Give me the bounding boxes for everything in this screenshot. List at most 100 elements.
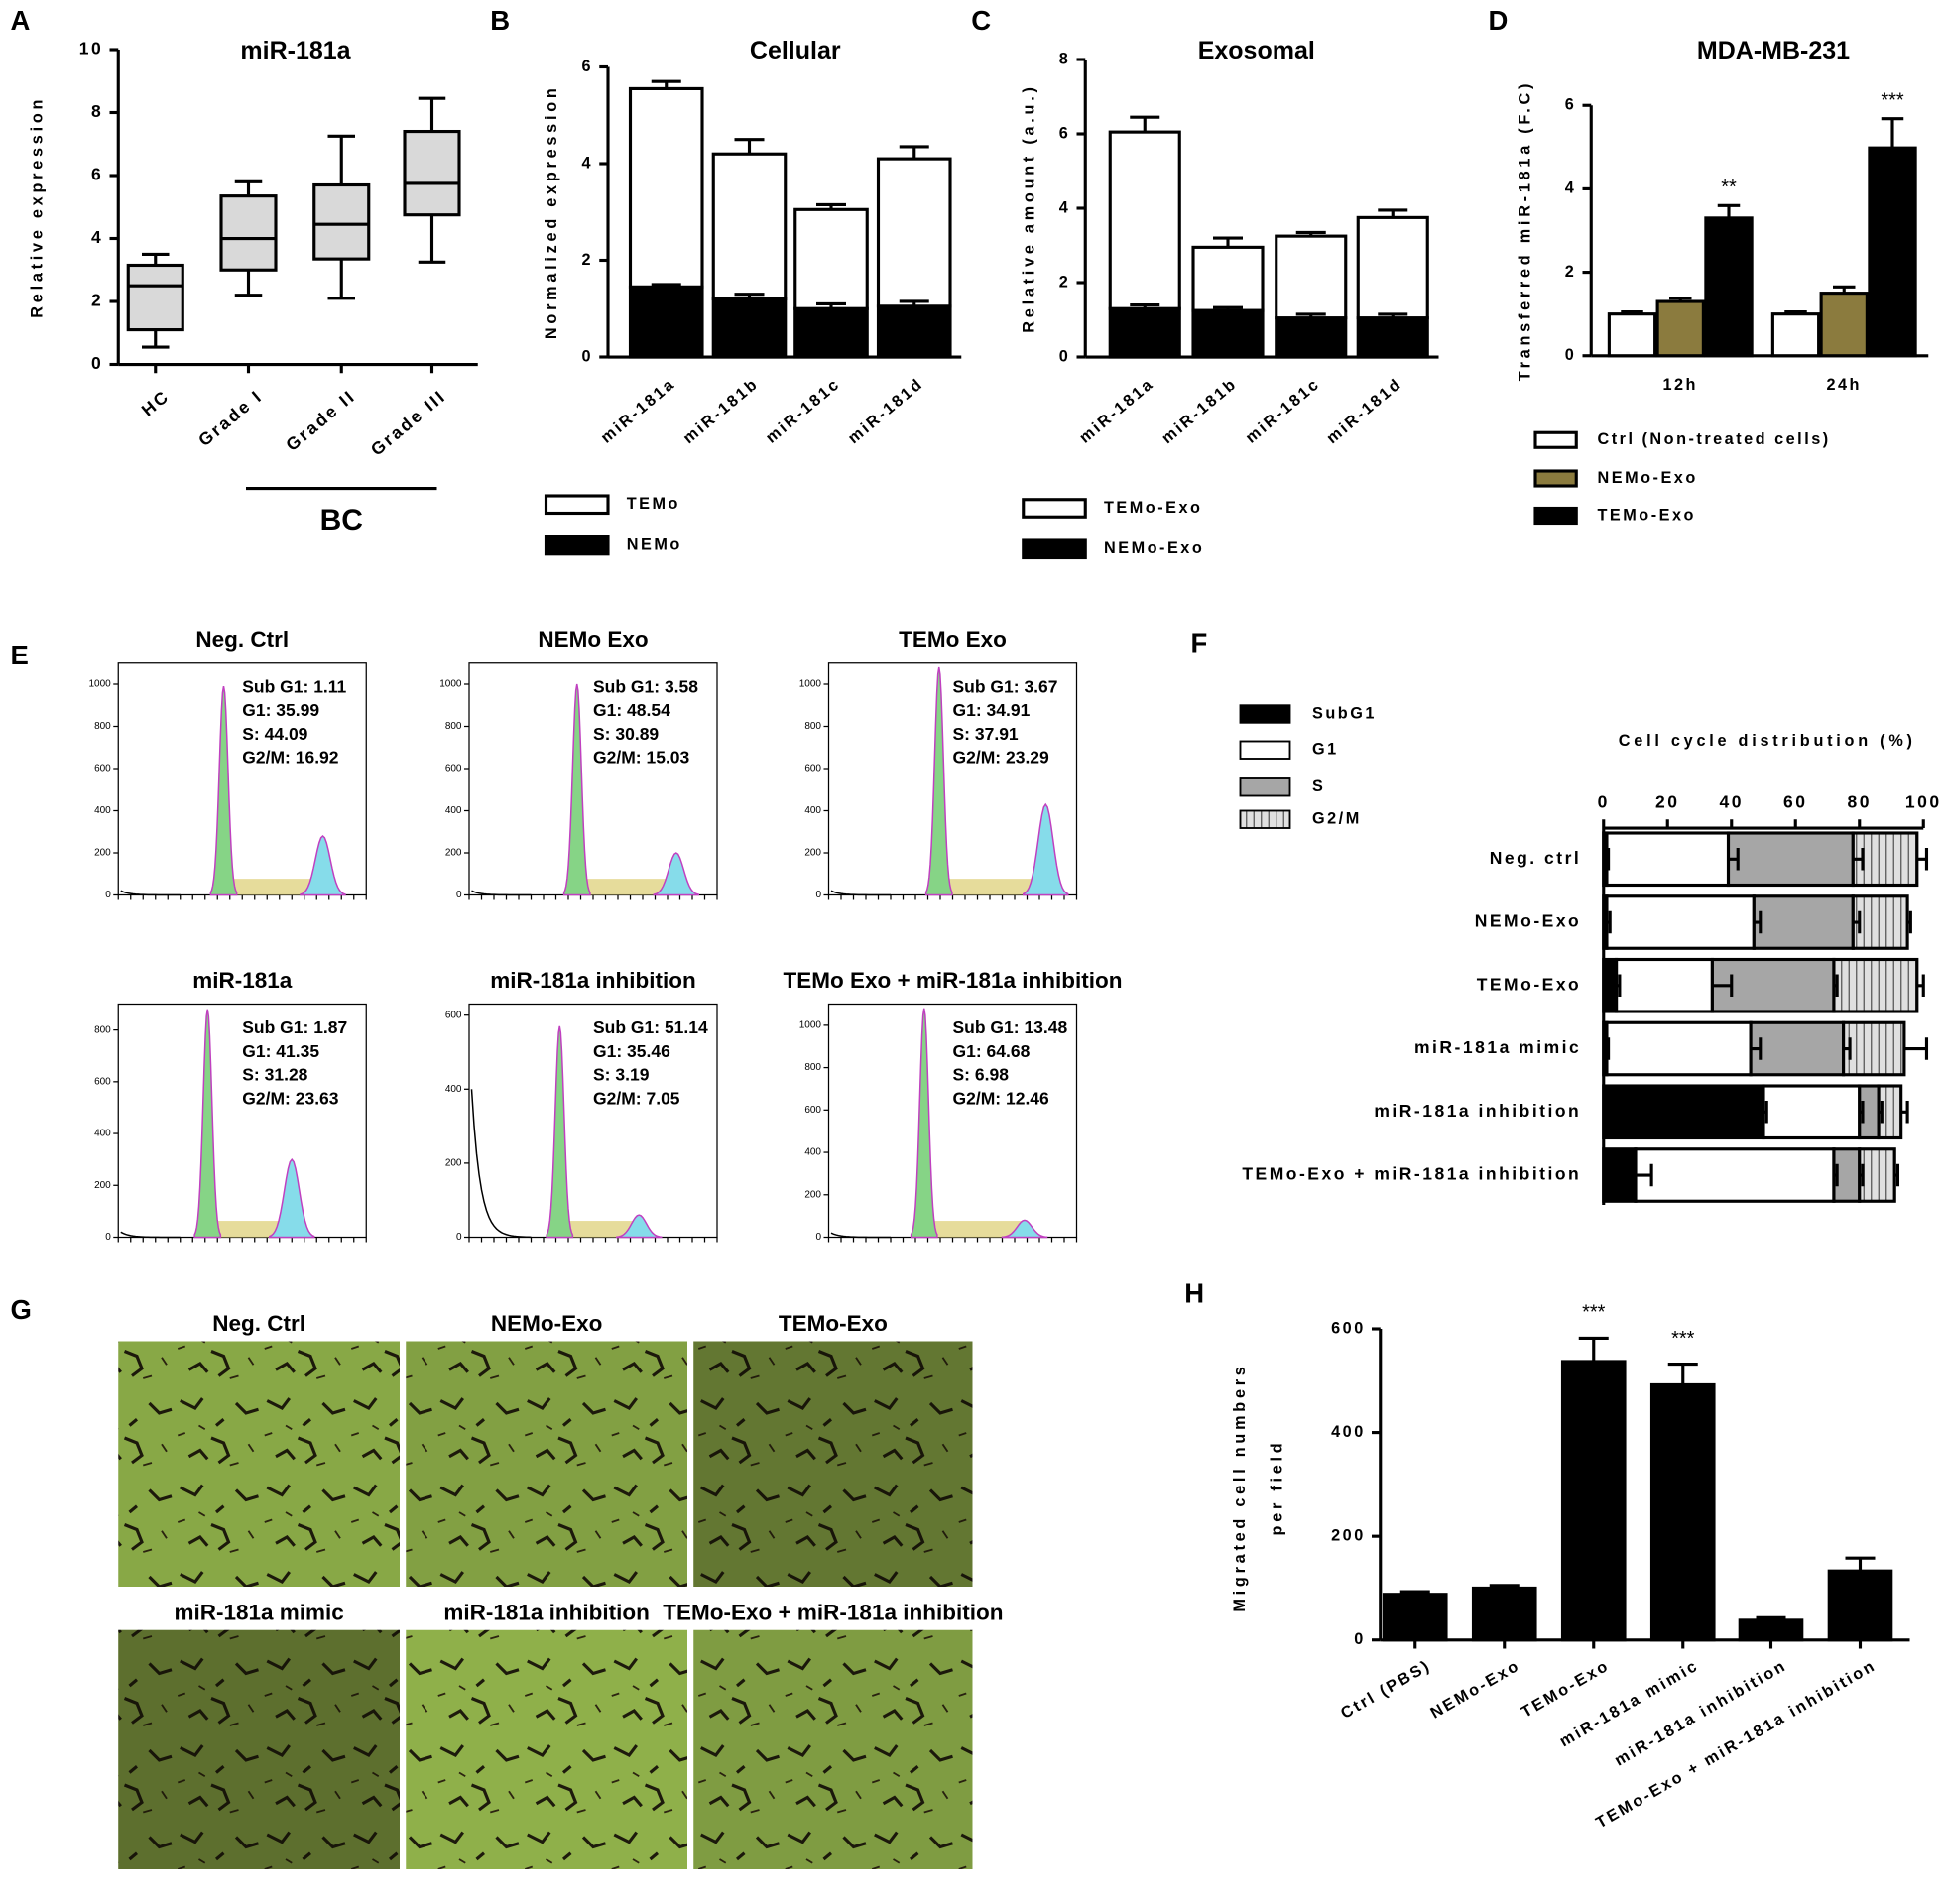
lower-whisker xyxy=(234,270,263,298)
bar-segment xyxy=(1752,894,1855,950)
bar-segment xyxy=(1615,957,1714,1013)
error-bar xyxy=(1378,312,1408,318)
y-tick-label: 10 xyxy=(79,39,103,59)
y-tick-label: 400 xyxy=(94,1129,111,1139)
s-phase-area xyxy=(223,879,323,895)
y-tick-label: 800 xyxy=(445,721,462,732)
bar-segment xyxy=(1108,306,1181,359)
g2m-peak xyxy=(1023,802,1069,896)
legend-swatch xyxy=(1022,498,1087,519)
panel-letter: C xyxy=(971,5,991,36)
stat-line: G2/M: 7.05 xyxy=(593,1088,680,1108)
y-tick-label: 800 xyxy=(94,1024,111,1035)
stat-line: G2/M: 15.03 xyxy=(593,748,690,768)
y-tick-label: 200 xyxy=(445,1158,462,1169)
y-axis-label: Relative expression xyxy=(28,96,46,318)
chart-title: Cellular xyxy=(750,37,841,64)
bar-segment xyxy=(1634,1147,1836,1203)
bar-segment xyxy=(1605,831,1731,888)
error-bar xyxy=(1833,974,1839,997)
legend-swatch xyxy=(1533,506,1578,526)
legend-swatch xyxy=(1022,538,1087,560)
bar-segment xyxy=(1602,957,1619,1013)
s-phase-area xyxy=(559,1221,640,1238)
stat-line: S: 3.19 xyxy=(593,1065,650,1085)
y-tick-label: 0 xyxy=(1059,347,1071,365)
chart-title: miR-181a xyxy=(240,37,351,64)
panel-letter: D xyxy=(1489,5,1509,36)
stat-line: G2/M: 23.63 xyxy=(242,1088,339,1108)
bar xyxy=(1607,312,1657,358)
stat-line: S: 37.91 xyxy=(953,724,1019,744)
bar-segment xyxy=(1356,215,1429,320)
legend-label: NEMo-Exo xyxy=(1598,469,1698,487)
s-phase-area xyxy=(576,879,676,895)
box xyxy=(126,263,184,332)
error-bar xyxy=(1213,236,1243,248)
error-bar xyxy=(1754,910,1763,934)
bar-segment xyxy=(1191,245,1265,312)
y-tick-label: 600 xyxy=(94,1076,111,1087)
error-bar xyxy=(1606,1037,1611,1060)
bar-segment xyxy=(876,157,952,308)
error-bar xyxy=(1616,974,1622,997)
error-bar xyxy=(816,202,846,210)
error-bar xyxy=(1784,310,1807,314)
error-bar xyxy=(1881,117,1904,149)
x-tick-label: 80 xyxy=(1848,792,1872,812)
error-bar xyxy=(1843,1037,1852,1060)
panel-title: Neg. Ctrl xyxy=(195,627,289,652)
y-tick-label: 800 xyxy=(804,721,821,732)
stat-line: G2/M: 12.46 xyxy=(953,1088,1050,1108)
y-tick-label: 6 xyxy=(91,165,103,184)
error-bar xyxy=(651,283,681,288)
upper-whisker xyxy=(327,134,355,185)
y-tick-label: 4 xyxy=(1059,198,1071,216)
bar-segment xyxy=(711,297,788,359)
lower-whisker xyxy=(327,259,355,300)
y-axis-label: Relative amount (a.u.) xyxy=(1020,83,1037,332)
legend-label: NEMo-Exo xyxy=(1104,539,1204,557)
legend-swatch xyxy=(1239,777,1291,797)
legend-swatch xyxy=(1239,809,1291,829)
y-tick-label: 6 xyxy=(581,58,593,75)
micrograph-shade xyxy=(118,1629,400,1869)
image-title: Neg. Ctrl xyxy=(212,1311,305,1336)
error-bar xyxy=(1879,1101,1884,1124)
micrograph xyxy=(693,1629,973,1869)
bar-segment xyxy=(628,86,704,289)
upper-whisker xyxy=(234,179,263,196)
error-bar xyxy=(1213,305,1243,311)
error-bar xyxy=(1894,1163,1900,1187)
x-tick-label: 40 xyxy=(1720,792,1744,812)
g2m-peak xyxy=(269,1157,315,1239)
y-tick-label: TEMo-Exo + miR-181a inhibition xyxy=(1242,1164,1581,1184)
stat-line: G1: 41.35 xyxy=(242,1041,319,1061)
error-bar xyxy=(734,138,765,155)
y-tick-label: 2 xyxy=(581,251,593,269)
stat-line: G1: 35.46 xyxy=(593,1041,670,1061)
error-bar xyxy=(1903,1037,1929,1060)
panel-letter: F xyxy=(1191,627,1208,657)
image-title: miR-181a inhibition xyxy=(443,1600,650,1624)
legend-swatch xyxy=(1533,430,1578,449)
legend-label: NEMo xyxy=(627,536,682,553)
error-bar xyxy=(1751,1037,1763,1060)
panel-title: miR-181a inhibition xyxy=(490,968,696,993)
stat-line: G1: 48.54 xyxy=(593,700,670,720)
chart-title: Exosomal xyxy=(1198,37,1315,64)
y-tick-label: miR-181a mimic xyxy=(1414,1037,1581,1057)
y-tick-label: 2 xyxy=(91,291,103,310)
legend-label: TEMo xyxy=(627,495,680,513)
significance-label: *** xyxy=(1881,89,1904,111)
image-title: NEMo-Exo xyxy=(491,1311,603,1336)
error-bar xyxy=(1399,1590,1430,1595)
bar-segment xyxy=(1832,957,1919,1013)
y-tick-label: 0 xyxy=(456,890,462,900)
stat-line: Sub G1: 1.87 xyxy=(242,1017,347,1037)
y-tick-label: 4 xyxy=(581,154,593,172)
lower-whisker xyxy=(141,329,170,349)
stat-line: G2/M: 23.29 xyxy=(953,748,1050,768)
error-bar xyxy=(1130,115,1160,133)
bar-segment xyxy=(1842,1020,1906,1077)
